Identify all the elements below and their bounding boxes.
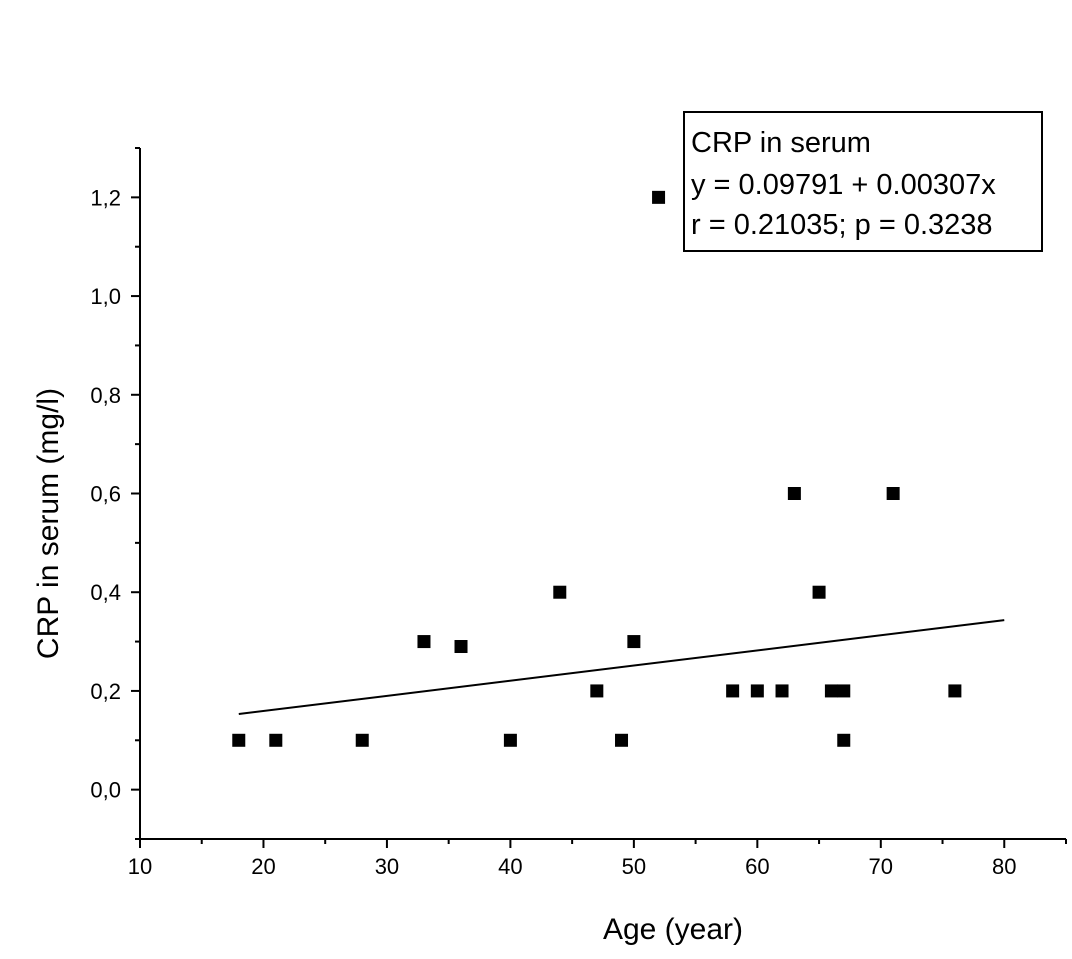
legend: CRP in serum y = 0.09791 + 0.00307x r = … bbox=[683, 111, 1043, 252]
x-tick-label: 10 bbox=[128, 854, 152, 879]
data-point bbox=[837, 733, 851, 747]
data-point bbox=[750, 684, 764, 698]
data-point bbox=[812, 585, 826, 599]
data-point bbox=[627, 635, 641, 649]
data-point bbox=[454, 640, 468, 654]
data-point bbox=[837, 684, 851, 698]
y-tick-label: 0,0 bbox=[90, 778, 121, 803]
data-point bbox=[503, 733, 517, 747]
regression-line-group bbox=[238, 619, 1005, 716]
data-point bbox=[787, 487, 801, 500]
x-tick-label: 40 bbox=[498, 854, 522, 879]
legend-statistics: r = 0.21035; p = 0.3238 bbox=[691, 209, 993, 241]
data-point bbox=[652, 190, 666, 204]
y-tick-label: 0,2 bbox=[90, 679, 121, 704]
x-tick-label: 50 bbox=[622, 854, 646, 879]
x-tick-label: 80 bbox=[992, 854, 1016, 879]
data-point bbox=[553, 585, 567, 599]
data-point bbox=[269, 733, 283, 747]
data-point bbox=[232, 733, 246, 747]
data-point bbox=[886, 487, 900, 500]
y-tick-label: 1,0 bbox=[90, 284, 121, 309]
y-axis-ticks: 0,0 0,2 0,4 0,6 0,8 1,0 1,2 bbox=[90, 147, 140, 840]
data-point bbox=[590, 684, 604, 698]
data-point bbox=[417, 635, 431, 649]
y-tick-label: 0,6 bbox=[90, 482, 121, 507]
data-point bbox=[824, 684, 838, 698]
data-point bbox=[355, 733, 369, 747]
y-axis-title: CRP in serum (mg/l) bbox=[32, 388, 65, 659]
x-axis-title: Age (year) bbox=[603, 913, 743, 946]
data-point bbox=[775, 684, 789, 698]
regression-line bbox=[238, 619, 1005, 716]
y-tick-label: 0,8 bbox=[90, 383, 121, 408]
data-points bbox=[232, 190, 962, 747]
x-tick-label: 30 bbox=[375, 854, 399, 879]
x-axis-ticks: 10 20 30 40 50 60 70 80 bbox=[128, 839, 1067, 879]
data-point bbox=[615, 733, 629, 747]
x-tick-label: 20 bbox=[251, 854, 275, 879]
x-tick-label: 60 bbox=[745, 854, 769, 879]
legend-box bbox=[683, 111, 1043, 252]
x-tick-label: 70 bbox=[869, 854, 893, 879]
y-tick-label: 0,4 bbox=[90, 580, 121, 605]
legend-series-name: CRP in serum bbox=[691, 127, 871, 159]
legend-equation: y = 0.09791 + 0.00307x bbox=[691, 169, 996, 201]
data-point bbox=[726, 684, 740, 698]
data-point bbox=[948, 684, 962, 698]
y-tick-label: 1,2 bbox=[90, 185, 121, 210]
